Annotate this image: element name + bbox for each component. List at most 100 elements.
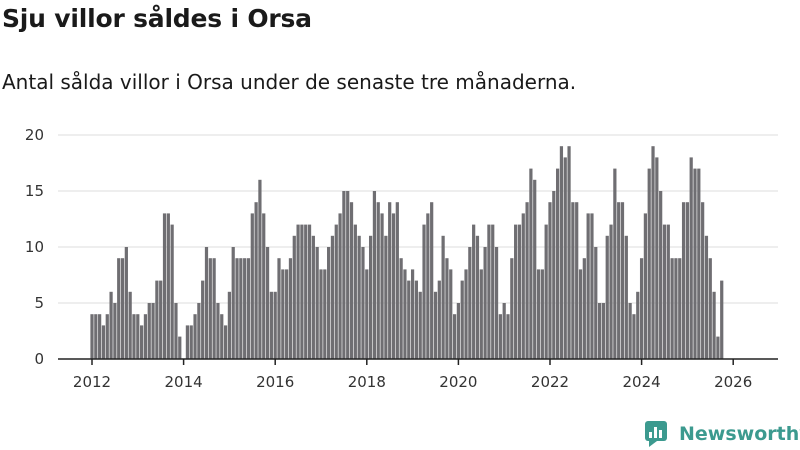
bar	[704, 235, 709, 359]
bar	[456, 303, 460, 359]
bar	[94, 314, 98, 359]
x-tick-label: 2022	[531, 373, 569, 391]
bar	[330, 235, 335, 359]
bar	[464, 269, 468, 359]
bar	[124, 247, 128, 359]
bar	[109, 291, 113, 359]
bar	[620, 202, 625, 359]
bar	[380, 213, 384, 359]
bar	[292, 235, 296, 359]
bar	[578, 269, 583, 359]
y-tick-label: 10	[25, 238, 44, 256]
bar	[227, 291, 232, 359]
bar	[452, 314, 457, 359]
bar	[662, 224, 667, 359]
bar	[166, 213, 170, 359]
bar	[597, 303, 602, 359]
bar	[617, 202, 621, 359]
bar	[449, 269, 453, 359]
bar	[437, 280, 441, 359]
bar-chart: 0 5 10 15 20 2012 2014 2016 2018 2020 2022 2024 202…	[25, 0, 778, 391]
bar	[716, 336, 720, 359]
bar	[426, 213, 430, 359]
bar	[185, 325, 190, 359]
y-tick-label: 5	[34, 294, 44, 312]
bar	[262, 213, 266, 359]
bar	[418, 291, 422, 359]
bar	[212, 258, 216, 359]
bar	[174, 303, 178, 359]
bar	[567, 146, 571, 359]
bar	[529, 168, 533, 359]
bar	[189, 325, 193, 359]
bar	[414, 280, 419, 359]
bar	[98, 314, 102, 359]
bar	[410, 269, 415, 359]
bar	[197, 303, 201, 359]
bar	[605, 235, 609, 359]
bar	[162, 213, 167, 359]
bar	[514, 224, 518, 359]
bar	[697, 168, 701, 359]
bar	[368, 235, 373, 359]
bar	[90, 314, 94, 359]
bar	[552, 191, 556, 359]
bar	[388, 202, 392, 359]
bar	[506, 314, 510, 359]
bar	[701, 202, 705, 359]
bar	[353, 224, 357, 359]
bar	[632, 314, 636, 359]
highlight-value-label: 7	[745, 0, 755, 4]
bar	[582, 258, 586, 359]
bar	[120, 258, 125, 359]
bar	[422, 224, 426, 359]
bar	[502, 303, 506, 359]
bar	[655, 157, 659, 359]
bar	[433, 291, 438, 359]
bar	[670, 258, 674, 359]
bar	[636, 291, 640, 359]
bar	[556, 168, 560, 359]
bar	[613, 168, 617, 359]
bar	[460, 280, 464, 359]
bar	[399, 258, 403, 359]
bar	[155, 280, 159, 359]
x-tick-label: 2016	[256, 373, 294, 391]
bar	[361, 247, 365, 359]
bar	[441, 235, 445, 359]
bar	[311, 235, 315, 359]
bar	[349, 202, 354, 359]
bar	[517, 224, 522, 359]
bar	[559, 146, 564, 359]
bar	[563, 157, 567, 359]
bar	[643, 213, 648, 359]
bar	[533, 179, 537, 359]
chart-title: Sju villor såldes i Orsa	[2, 4, 312, 33]
x-tick-label: 2018	[348, 373, 386, 391]
chart-subtitle: Antal sålda villor i Orsa under de senas…	[2, 70, 577, 94]
bar	[307, 224, 312, 359]
bar	[659, 191, 663, 359]
bar	[491, 224, 495, 359]
bar	[243, 258, 247, 359]
bar	[334, 224, 338, 359]
newsworthy-logo: Newsworthy	[645, 420, 800, 448]
bar	[609, 224, 613, 359]
bar	[498, 314, 502, 359]
bar	[594, 247, 598, 359]
bar	[101, 325, 106, 359]
bar	[208, 258, 212, 359]
bar	[304, 224, 308, 359]
bar	[391, 213, 396, 359]
bar	[193, 314, 197, 359]
x-tick-label: 2024	[623, 373, 661, 391]
bar	[365, 269, 369, 359]
bar	[586, 213, 590, 359]
bar	[170, 224, 174, 359]
bar	[201, 280, 205, 359]
bar	[674, 258, 678, 359]
bar	[430, 202, 434, 359]
brand-name: Newsworthy	[679, 423, 800, 445]
y-axis-ticks: 0 5 10 15 20	[25, 126, 44, 368]
x-axis-ticks: 2012 2014 2016 2018 2020 2022 2024 2026	[73, 359, 752, 391]
